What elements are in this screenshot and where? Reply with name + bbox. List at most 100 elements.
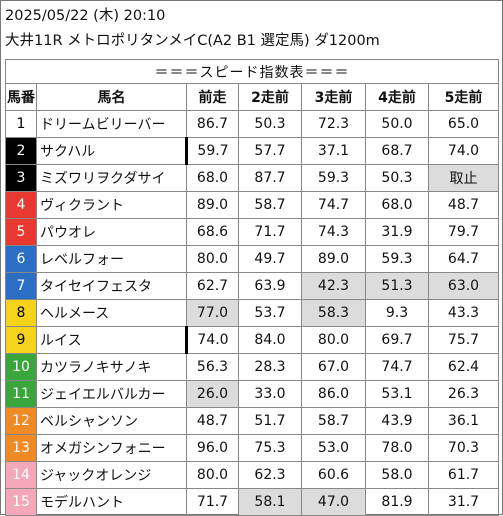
speed-index-cell: 74.7 (301, 191, 366, 219)
speed-index-cell: 37.1 (301, 137, 366, 165)
horse-number-cell: 7 (5, 272, 37, 300)
speed-index-cell: 53.7 (238, 299, 302, 327)
speed-index-cell: 86.7 (186, 110, 239, 138)
speed-index-cell: 84.0 (238, 326, 302, 354)
speed-index-cell: 96.0 (186, 434, 239, 462)
speed-index-cell: 75.7 (428, 326, 499, 354)
speed-index-cell: 56.3 (186, 353, 239, 381)
horse-name-cell: ルイス (36, 326, 188, 354)
column-header-name: 馬名 (36, 83, 187, 111)
speed-index-cell: 51.7 (238, 407, 302, 435)
speed-index-cell: 80.0 (186, 461, 239, 489)
horse-name-cell: サクハル (36, 137, 188, 165)
speed-index-cell: 48.7 (186, 407, 239, 435)
table-row: 3 ミズワリヲクダサイ 68.0 87.7 59.3 50.3 取止 (5, 164, 499, 192)
speed-index-cell: 70.3 (428, 434, 499, 462)
table-row: 7 タイセイフェスタ 62.7 63.9 42.3 51.3 63.0 (5, 272, 499, 300)
column-header-2-races-ago: 2走前 (238, 83, 302, 111)
speed-index-cell: 26.3 (428, 380, 499, 408)
table-row: 5 パウオレ 68.6 71.7 74.3 31.9 79.7 (5, 218, 499, 246)
column-header-number: 馬番 (5, 83, 37, 111)
speed-index-cell: 33.0 (238, 380, 302, 408)
table-row: 6 レベルフォー 80.0 49.7 89.0 59.3 64.7 (5, 245, 499, 273)
speed-index-cell: 42.3 (301, 272, 366, 300)
speed-index-cell: 43.3 (428, 299, 499, 327)
horse-number-cell: 2 (5, 137, 37, 165)
table-row: 15 モデルハント 71.7 58.1 47.0 81.9 31.7 (5, 488, 499, 516)
speed-index-cell: 64.7 (428, 245, 499, 273)
speed-index-cell: 62.7 (186, 272, 239, 300)
speed-index-cell: 81.9 (365, 488, 429, 516)
table-row: 4 ヴィクラント 89.0 58.7 74.7 68.0 48.7 (5, 191, 499, 219)
speed-index-cell: 31.7 (428, 488, 499, 516)
speed-index-cell: 68.0 (365, 191, 429, 219)
horse-name-cell: ドリームビリーバー (36, 110, 187, 138)
speed-index-cell: 68.0 (186, 164, 239, 192)
horse-name-cell: ヴィクラント (36, 191, 187, 219)
speed-index-cell: 75.3 (238, 434, 302, 462)
speed-index-cell: 68.6 (186, 218, 239, 246)
table-row: 13 オメガシンフォニー 96.0 75.3 53.0 78.0 70.3 (5, 434, 499, 462)
race-title: 大井11R メトロポリタンメイC(A2 B1 選定馬) ダ1200m (5, 33, 380, 49)
horse-name-cell: モデルハント (36, 488, 187, 516)
speed-index-cell: 53.0 (301, 434, 366, 462)
horse-number-cell: 11 (5, 380, 37, 408)
speed-index-cell: 89.0 (186, 191, 239, 219)
horse-name-cell: ジェイエルバルカー (36, 380, 187, 408)
column-header-5-races-ago: 5走前 (428, 83, 499, 111)
speed-index-cell: 77.0 (186, 299, 239, 327)
column-header-4-races-ago: 4走前 (365, 83, 429, 111)
horse-number-cell: 4 (5, 191, 37, 219)
horse-name-cell: パウオレ (36, 218, 187, 246)
speed-index-cell: 53.1 (365, 380, 429, 408)
speed-index-cell: 36.1 (428, 407, 499, 435)
speed-index-cell: 74.7 (365, 353, 429, 381)
speed-index-cell: 43.9 (365, 407, 429, 435)
speed-index-cell: 61.7 (428, 461, 499, 489)
speed-index-cell: 62.3 (238, 461, 302, 489)
table-row: 14 ジャックオレンジ 80.0 62.3 60.6 58.0 61.7 (5, 461, 499, 489)
horse-number-cell: 1 (5, 110, 37, 138)
speed-index-cell: 50.0 (365, 110, 429, 138)
horse-name-cell: レベルフォー (36, 245, 187, 273)
table-banner: ＝＝＝スピード指数表＝＝＝ (5, 59, 499, 84)
horse-number-cell: 15 (5, 488, 37, 516)
speed-index-cell: 80.0 (301, 326, 366, 354)
speed-index-cell: 59.3 (301, 164, 366, 192)
speed-index-cell: 58.0 (365, 461, 429, 489)
speed-index-cell: 47.0 (301, 488, 366, 516)
table-row: 8 ヘルメース 77.0 53.7 58.3 9.3 43.3 (5, 299, 499, 327)
speed-index-cell: 78.0 (365, 434, 429, 462)
table-row: 1 ドリームビリーバー 86.7 50.3 72.3 50.0 65.0 (5, 110, 499, 138)
speed-index-cell: 取止 (428, 164, 499, 192)
speed-index-cell: 28.3 (238, 353, 302, 381)
speed-index-cell: 26.0 (186, 380, 239, 408)
speed-index-cell: 50.3 (365, 164, 429, 192)
horse-name-cell: タイセイフェスタ (36, 272, 187, 300)
horse-name-cell: ジャックオレンジ (36, 461, 187, 489)
speed-index-cell: 58.7 (238, 191, 302, 219)
horse-number-cell: 14 (5, 461, 37, 489)
horse-number-cell: 6 (5, 245, 37, 273)
race-datetime: 2025/05/22 (木) 20:10 (5, 8, 166, 24)
table-row: 2 サクハル 59.7 57.7 37.1 68.7 74.0 (5, 137, 499, 165)
speed-index-cell: 87.7 (238, 164, 302, 192)
speed-index-cell: 69.7 (365, 326, 429, 354)
speed-index-cell: 71.7 (186, 488, 239, 516)
horse-name-cell: オメガシンフォニー (36, 434, 187, 462)
table-header-row: 馬番 馬名 前走 2走前 3走前 4走前 5走前 (5, 83, 499, 111)
horse-name-cell: ヘルメース (36, 299, 187, 327)
speed-index-cell: 59.7 (186, 137, 239, 165)
speed-index-cell: 89.0 (301, 245, 366, 273)
horse-number-cell: 12 (5, 407, 37, 435)
speed-index-cell: 48.7 (428, 191, 499, 219)
speed-index-cell: 80.0 (186, 245, 239, 273)
horse-number-cell: 5 (5, 218, 37, 246)
speed-index-cell: 58.1 (238, 488, 302, 516)
horse-number-cell: 8 (5, 299, 37, 327)
speed-index-cell: 51.3 (365, 272, 429, 300)
horse-number-cell: 13 (5, 434, 37, 462)
speed-index-cell: 74.0 (428, 137, 499, 165)
table-row: 12 ベルシャンソン 48.7 51.7 58.7 43.9 36.1 (5, 407, 499, 435)
